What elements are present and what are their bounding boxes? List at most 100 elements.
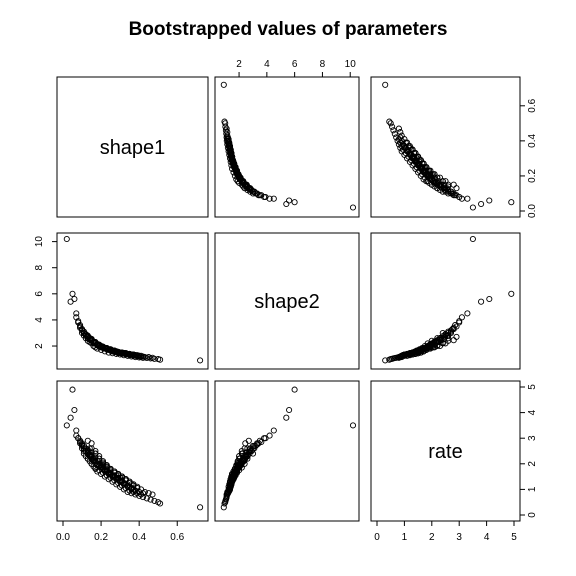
- data-point: [486, 197, 493, 204]
- diag-label-rate: rate: [428, 441, 462, 463]
- data-point: [225, 136, 232, 143]
- data-point: [63, 235, 70, 243]
- data-point: [395, 125, 402, 132]
- data-point: [397, 129, 404, 136]
- data-point: [88, 440, 95, 447]
- data-point: [246, 450, 253, 457]
- x-axis-shape1-bottom: 0.0 0.2 0.4 0.6: [56, 520, 185, 543]
- data-point: [486, 295, 493, 303]
- data-point: [508, 199, 515, 206]
- data-point: [405, 143, 412, 150]
- panel-frame: [214, 380, 360, 522]
- data-point: [118, 349, 126, 356]
- diag-label-shape2: shape2: [254, 291, 320, 313]
- data-point: [254, 440, 261, 447]
- data-point: [258, 192, 265, 199]
- data-point: [69, 386, 76, 393]
- data-point: [283, 200, 290, 208]
- data-point: [115, 348, 122, 355]
- tick-label: 4: [34, 317, 45, 323]
- data-point: [92, 454, 99, 461]
- tick-label: 10: [34, 236, 45, 248]
- tick-label: 10: [345, 59, 357, 70]
- data-point: [424, 344, 431, 352]
- chart-title: Bootstrapped values of parameters: [129, 19, 448, 40]
- data-point: [386, 118, 393, 125]
- data-point: [406, 144, 413, 151]
- panel-frame: [370, 76, 521, 218]
- data-point: [221, 118, 228, 125]
- tick-label: 8: [320, 59, 326, 70]
- x-axis-shape2-top: 2 4 6 8 10: [236, 59, 357, 78]
- data-point: [111, 347, 118, 354]
- data-point: [227, 479, 234, 487]
- data-point: [88, 449, 95, 456]
- data-point: [382, 357, 389, 364]
- data-point: [73, 432, 80, 439]
- data-point: [80, 328, 87, 335]
- data-point: [84, 437, 91, 444]
- data-point: [224, 129, 231, 136]
- data-point: [80, 445, 87, 452]
- data-point: [143, 495, 150, 502]
- data-point: [408, 350, 415, 357]
- data-point: [439, 185, 446, 192]
- panel-frame: [214, 232, 360, 370]
- data-point: [251, 188, 258, 195]
- data-point: [228, 150, 235, 157]
- panel-frame: [214, 76, 360, 218]
- data-point: [71, 406, 78, 414]
- data-point: [450, 181, 457, 188]
- data-point: [450, 190, 457, 197]
- panel-frame: [56, 76, 209, 218]
- tick-label: 0.6: [170, 532, 184, 543]
- data-point: [469, 204, 476, 211]
- data-point: [118, 478, 126, 485]
- tick-label: 0.2: [527, 169, 538, 183]
- data-point: [386, 356, 393, 363]
- data-point: [266, 432, 273, 439]
- data-point: [291, 386, 298, 393]
- data-point: [126, 350, 133, 357]
- data-point: [151, 497, 158, 504]
- data-point: [77, 438, 84, 446]
- panel-shape1-vs-shape1: [56, 76, 209, 218]
- data-point: [67, 298, 74, 305]
- data-point: [138, 352, 145, 359]
- data-point: [450, 326, 457, 333]
- data-point: [225, 488, 232, 496]
- data-point: [73, 314, 80, 321]
- data-point: [88, 335, 95, 342]
- tick-label: 1: [402, 532, 408, 543]
- tick-label: 4: [484, 532, 490, 543]
- data-point: [391, 130, 398, 137]
- data-point: [397, 354, 404, 361]
- data-point: [442, 178, 449, 185]
- data-point: [224, 490, 231, 497]
- data-point: [435, 178, 442, 185]
- data-point: [145, 490, 152, 497]
- data-point: [349, 204, 357, 211]
- data-point: [389, 123, 396, 130]
- data-point: [405, 351, 412, 358]
- panel-frame: [56, 232, 209, 370]
- panel-shape2-vs-shape1: [56, 232, 209, 370]
- tick-label: 3: [527, 435, 538, 441]
- data-point: [139, 490, 147, 497]
- data-point: [67, 414, 74, 421]
- data-point: [458, 195, 465, 202]
- data-point: [266, 195, 273, 202]
- panel-shape2-vs-rate: [370, 232, 521, 370]
- data-point: [63, 422, 70, 429]
- data-point: [410, 350, 418, 357]
- data-point: [251, 445, 258, 452]
- data-point: [452, 322, 459, 329]
- data-point: [232, 164, 239, 171]
- panel-shape1-vs-shape2: [214, 76, 360, 218]
- y-axis-shape1-right: 0.0 0.2 0.4 0.6: [519, 98, 538, 218]
- data-point: [197, 504, 204, 511]
- tick-label: 2: [34, 343, 45, 349]
- data-point: [122, 350, 129, 357]
- data-point: [478, 200, 485, 208]
